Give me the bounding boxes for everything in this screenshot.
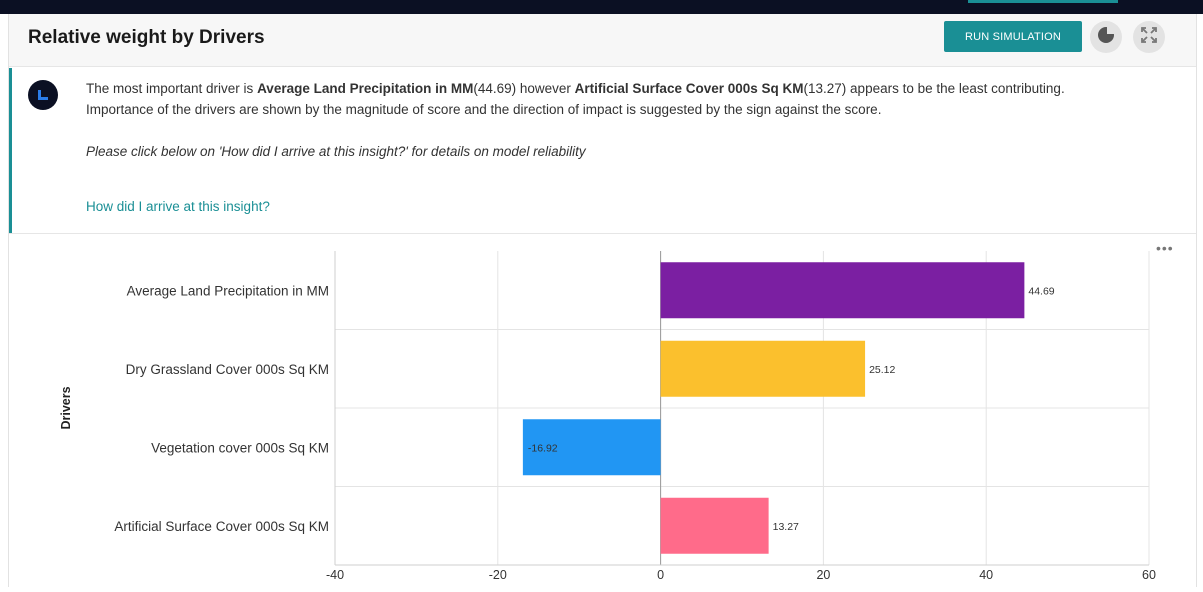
bar	[660, 262, 1025, 319]
x-tick-label: 40	[979, 568, 993, 582]
category-label: Average Land Precipitation in MM	[127, 283, 329, 298]
app-logo	[28, 80, 58, 110]
run-simulation-button[interactable]: RUN SIMULATION	[944, 21, 1082, 52]
insight-explanation: Importance of the drivers are shown by t…	[86, 102, 882, 117]
bar-chart-svg: -40 -20 0 20 40 60 Drivers Average Land Precipi…	[59, 251, 1156, 582]
card-title: Relative weight by Drivers	[28, 27, 265, 48]
value-label: -16.92	[528, 442, 558, 454]
how-did-i-arrive-link[interactable]: How did I arrive at this insight?	[86, 199, 270, 214]
card-header: Relative weight by Drivers RUN SIMULATIO…	[9, 14, 1196, 67]
top-bar	[0, 0, 1203, 14]
bar	[660, 340, 866, 397]
insight-summary: The most important driver is Average Lan…	[86, 81, 1065, 96]
more-options-icon[interactable]: •••	[1156, 240, 1174, 256]
x-tick-label: -20	[489, 568, 507, 582]
x-tick-label: 0	[657, 568, 664, 582]
expand-button[interactable]	[1133, 21, 1165, 53]
chart-card: Relative weight by Drivers RUN SIMULATIO…	[8, 14, 1197, 587]
driver-chart: ••• -40 -20 0 20 40 60 Drivers Average Land Pre…	[9, 234, 1196, 587]
y-axis-title: Drivers	[59, 386, 73, 429]
bar	[522, 419, 661, 476]
top-bar-tab[interactable]	[968, 0, 1118, 3]
top-driver: Average Land Precipitation in MM	[257, 81, 474, 96]
value-label: 44.69	[1028, 285, 1054, 297]
x-tick-label: -40	[326, 568, 344, 582]
pie-chart-icon	[1096, 25, 1116, 50]
value-label: 13.27	[773, 521, 799, 533]
value-label: 25.12	[869, 364, 895, 376]
x-tick-label: 20	[816, 568, 830, 582]
insight-panel: The most important driver is Average Lan…	[9, 68, 1199, 234]
category-label: Dry Grassland Cover 000s Sq KM	[126, 362, 329, 377]
divider	[9, 233, 1196, 234]
category-label: Vegetation cover 000s Sq KM	[151, 440, 329, 455]
x-tick-label: 60	[1142, 568, 1156, 582]
expand-icon	[1141, 26, 1157, 48]
insight-note: Please click below on 'How did I arrive …	[86, 144, 586, 159]
category-label: Artificial Surface Cover 000s Sq KM	[114, 519, 329, 534]
bar	[660, 497, 769, 554]
pie-chart-button[interactable]	[1090, 21, 1122, 53]
insight-text: The most important driver is Average Lan…	[86, 78, 1086, 162]
least-driver: Artificial Surface Cover 000s Sq KM	[574, 81, 804, 96]
